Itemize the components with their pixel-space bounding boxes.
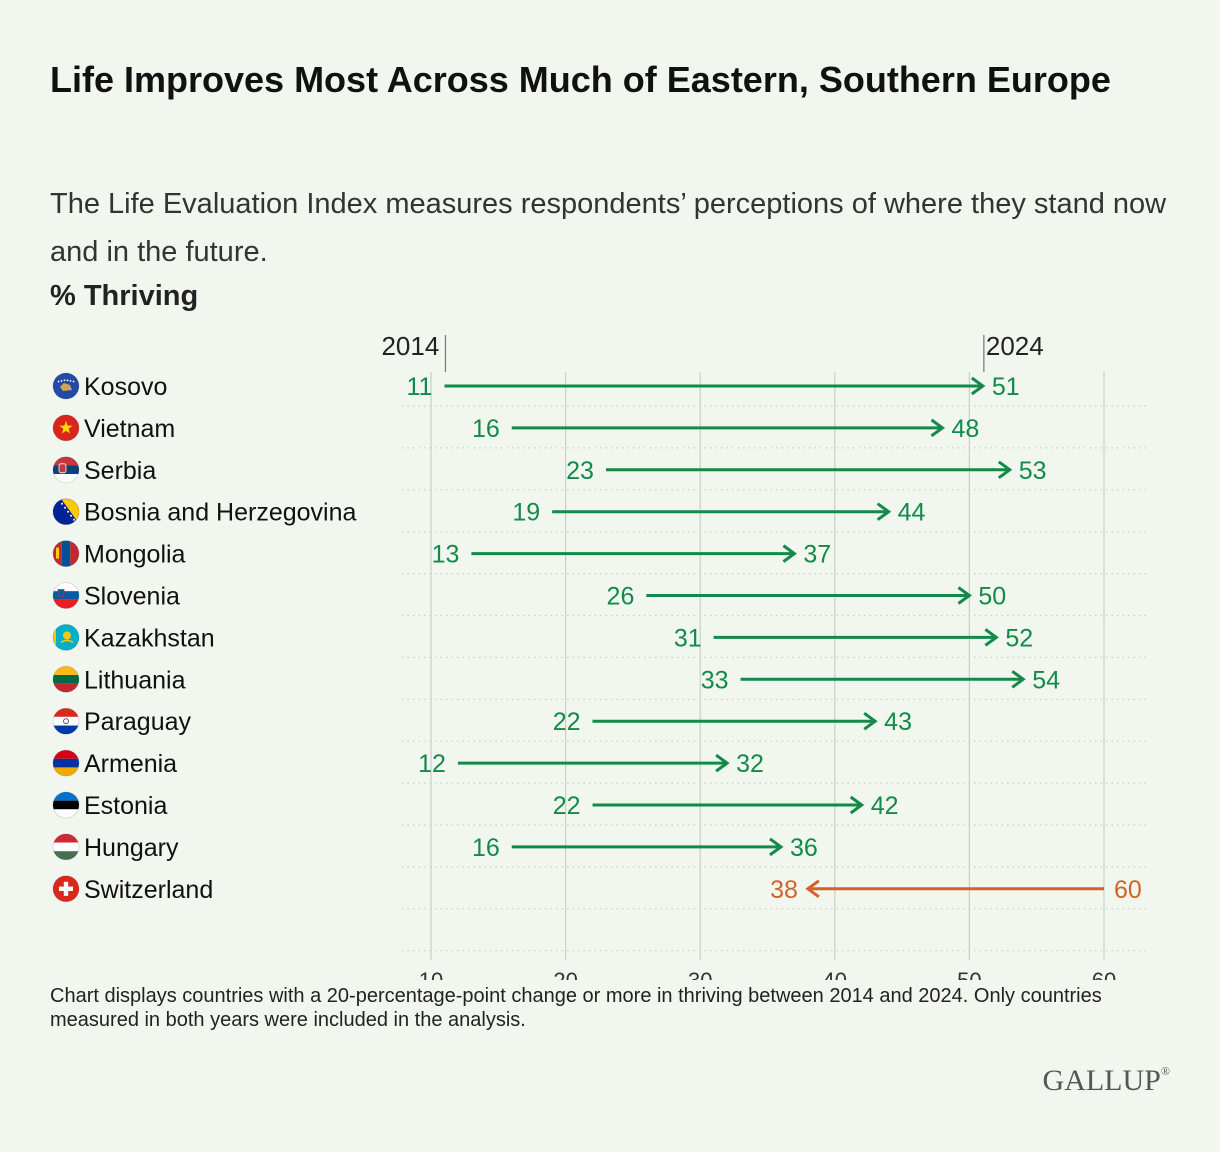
value-2014-slovenia: 26: [607, 583, 635, 611]
arrowhead-kazakhstan: [984, 628, 999, 647]
value-2024-estonia: 42: [871, 792, 899, 820]
hungary-flag-icon: [52, 833, 80, 861]
paraguay-flag-icon: [52, 707, 80, 735]
mongolia-flag-icon: [52, 540, 80, 567]
arrowhead-mongolia: [782, 544, 797, 563]
value-2014-hungary: 16: [472, 834, 500, 862]
value-2024-kosovo: 51: [992, 373, 1020, 401]
value-2024-kazakhstan: 52: [1005, 624, 1033, 652]
value-2014-lithuania: 33: [701, 666, 729, 694]
value-2014-mongolia: 13: [432, 541, 460, 569]
arrowhead-bosnia-and-herzegovina: [876, 502, 892, 521]
end-year-label: 2024: [986, 331, 1044, 361]
value-2024-bosnia-and-herzegovina: 44: [898, 499, 926, 527]
value-2024-paraguay: 43: [884, 708, 912, 736]
country-label-switzerland: Switzerland: [84, 876, 213, 904]
x-tick-label: 30: [688, 968, 712, 980]
x-tick-label: 20: [553, 968, 577, 980]
country-label-kosovo: Kosovo: [84, 373, 167, 401]
value-2024-armenia: 32: [736, 750, 764, 778]
arrowhead-lithuania: [1011, 670, 1026, 689]
chart-subtitle: The Life Evaluation Index measures respo…: [50, 188, 1167, 268]
estonia-flag-icon: [52, 791, 80, 819]
x-tick-label: 50: [957, 968, 981, 980]
arrowhead-hungary: [769, 837, 784, 857]
x-tick-label: 60: [1092, 968, 1116, 980]
kosovo-flag-icon: [52, 372, 80, 400]
country-label-lithuania: Lithuania: [84, 666, 186, 694]
slovenia-flag-icon: [52, 582, 80, 609]
arrowhead-slovenia: [957, 586, 972, 605]
arrowhead-paraguay: [863, 711, 878, 731]
country-label-serbia: Serbia: [84, 457, 156, 485]
lithuania-flag-icon: [52, 665, 80, 693]
arrowhead-serbia: [997, 460, 1013, 480]
value-2024-switzerland: 38: [770, 876, 798, 904]
value-2014-serbia: 23: [566, 457, 594, 485]
value-2014-switzerland: 60: [1114, 876, 1142, 904]
value-2014-vietnam: 16: [472, 415, 500, 443]
value-2024-mongolia: 37: [803, 541, 831, 569]
vietnam-flag-icon: [52, 414, 80, 442]
arrowhead-vietnam: [930, 418, 946, 438]
value-2024-slovenia: 50: [978, 583, 1006, 611]
value-2014-kazakhstan: 31: [674, 624, 702, 652]
country-label-mongolia: Mongolia: [84, 541, 186, 569]
value-2024-hungary: 36: [790, 834, 818, 862]
country-label-armenia: Armenia: [84, 750, 177, 778]
arrow-chart: 10 20 30 40 50 60 2014 2024 Kosovo 11 51 Vietnam 16 4…: [52, 331, 1148, 980]
value-2014-bosnia-and-herzegovina: 19: [512, 499, 540, 527]
value-2014-kosovo: 11: [407, 373, 433, 401]
country-label-slovenia: Slovenia: [84, 583, 180, 611]
value-2024-lithuania: 54: [1032, 666, 1060, 694]
country-label-paraguay: Paraguay: [84, 708, 192, 736]
x-tick-label: 40: [823, 968, 847, 980]
country-label-kazakhstan: Kazakhstan: [84, 624, 215, 652]
kazakhstan-flag-icon: [52, 624, 80, 651]
bosnia-flag-icon: [52, 498, 80, 526]
value-2014-armenia: 12: [418, 750, 446, 778]
value-2014-estonia: 22: [553, 792, 581, 820]
value-2014-paraguay: 22: [553, 708, 581, 736]
chart-title: Life Improves Most Across Much of Easter…: [50, 59, 1111, 100]
country-label-hungary: Hungary: [84, 834, 179, 862]
gallup-logo: GALLUP®: [1042, 1064, 1170, 1097]
serbia-flag-icon: [52, 456, 80, 484]
footnote: Chart displays countries with a 20-perce…: [50, 985, 1102, 1031]
value-2024-vietnam: 48: [951, 415, 979, 443]
arrowhead-switzerland: [805, 879, 820, 899]
country-label-bosnia-and-herzegovina: Bosnia and Herzegovina: [84, 499, 356, 527]
x-tick-label: 10: [419, 968, 443, 980]
arrowhead-estonia: [849, 795, 865, 815]
start-year-label: 2014: [381, 331, 439, 361]
switzerland-flag-icon: [52, 875, 80, 903]
armenia-flag-icon: [52, 749, 80, 777]
country-label-vietnam: Vietnam: [84, 415, 175, 443]
country-label-estonia: Estonia: [84, 792, 167, 820]
arrowhead-kosovo: [970, 376, 986, 396]
unit-label: % Thriving: [50, 280, 199, 312]
arrowhead-armenia: [715, 753, 730, 773]
value-2024-serbia: 53: [1019, 457, 1047, 485]
